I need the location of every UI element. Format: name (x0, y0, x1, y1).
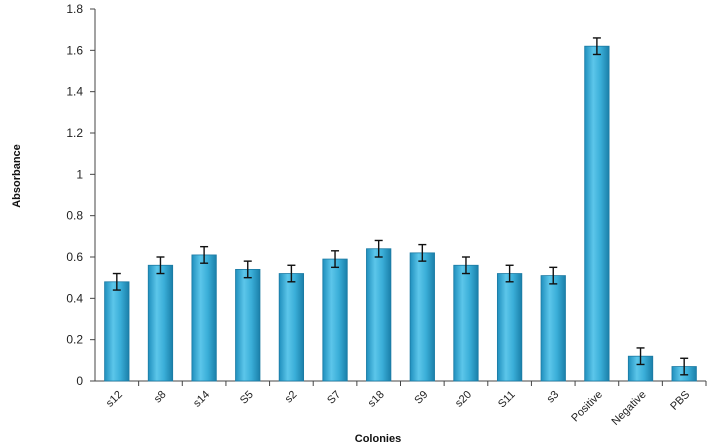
y-tick-label: 0.8 (66, 209, 83, 223)
bar-S7 (322, 258, 348, 382)
y-tick-label: 1.8 (66, 2, 83, 16)
bar-s8 (147, 264, 174, 382)
bar-S9 (409, 252, 435, 382)
y-tick-label: 0.6 (66, 250, 83, 264)
bar-s20 (453, 264, 479, 382)
x-tick-label: s8 (152, 389, 169, 406)
bar-s12 (104, 281, 130, 382)
x-tick-label: s2 (283, 389, 300, 406)
y-tick-label: 0.4 (66, 291, 83, 305)
y-axis-title: Absorbance (11, 144, 23, 208)
bar-S11 (496, 273, 523, 382)
x-tick-label: PBS (668, 389, 692, 413)
bar-s18 (366, 248, 392, 382)
x-tick-label: Negative (609, 389, 648, 428)
x-tick-label: S7 (325, 389, 343, 407)
y-tick-label: 1.4 (66, 85, 83, 99)
y-tick-label: 0.2 (66, 333, 83, 347)
x-tick-label: s14 (191, 389, 212, 410)
bar-s14 (191, 254, 217, 382)
y-tick-label: 0 (76, 374, 83, 388)
x-tick-label: S5 (238, 389, 256, 407)
x-tick-label: S11 (496, 389, 518, 411)
x-tick-label: s3 (545, 389, 562, 406)
bar-S5 (235, 268, 261, 382)
bar-s2 (278, 273, 305, 382)
y-tick-label: 1.6 (66, 43, 83, 57)
bar-s3 (540, 275, 566, 382)
x-tick-label: Positive (569, 389, 605, 425)
x-tick-label: S9 (412, 389, 430, 407)
y-tick-label: 1 (76, 167, 83, 181)
y-tick-label: 1.2 (66, 126, 83, 140)
x-tick-label: s12 (104, 389, 125, 410)
x-tick-label: s20 (453, 389, 474, 410)
x-axis-title: Colonies (355, 433, 401, 445)
x-tick-label: s18 (366, 389, 387, 410)
bar-Positive (584, 45, 610, 382)
